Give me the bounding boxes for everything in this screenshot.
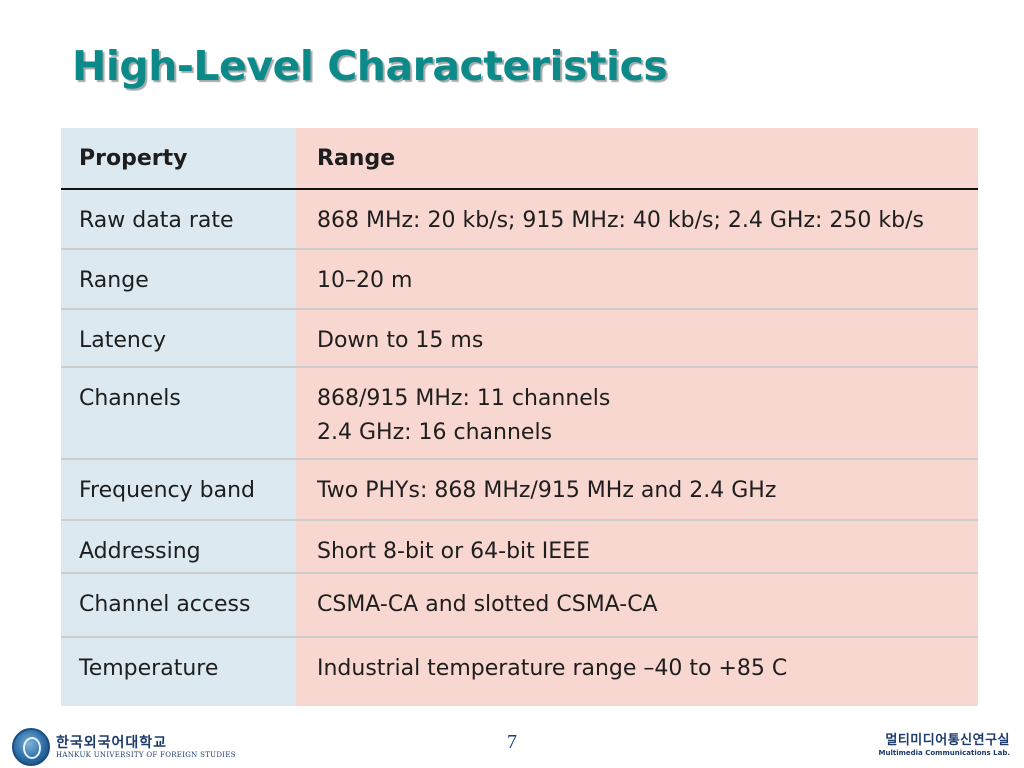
- range-cell: 10–20 m: [296, 249, 978, 310]
- characteristics-table: Property Range Raw data rate 868 MHz: 20 …: [61, 128, 978, 703]
- property-cell: Addressing: [61, 520, 296, 574]
- range-value: CSMA-CA and slotted CSMA-CA: [317, 592, 658, 617]
- range-value: Industrial temperature range –40 to +85 …: [317, 656, 788, 681]
- property-label: Temperature: [79, 656, 219, 681]
- university-logo: 한국외국어대학교 HANKUK UNIVERSITY OF FOREIGN ST…: [12, 728, 236, 766]
- range-value: Short 8-bit or 64-bit IEEE: [317, 539, 590, 564]
- range-value: 868/915 MHz: 11 channels: [317, 386, 611, 411]
- range-cell: Industrial temperature range –40 to +85 …: [296, 637, 978, 703]
- table-body: Raw data rate 868 MHz: 20 kb/s; 915 MHz: …: [61, 189, 978, 703]
- page-number: 7: [507, 731, 517, 753]
- property-cell: Channel access: [61, 573, 296, 638]
- range-value: Two PHYs: 868 MHz/915 MHz and 2.4 GHz: [317, 478, 777, 503]
- range-value: 868 MHz: 20 kb/s; 915 MHz: 40 kb/s; 2.4 …: [317, 208, 924, 233]
- property-cell: Channels: [61, 367, 296, 460]
- range-value: Down to 15 ms: [317, 328, 484, 353]
- university-name-en: HANKUK UNIVERSITY OF FOREIGN STUDIES: [56, 750, 236, 759]
- property-label: Frequency band: [79, 478, 255, 503]
- property-label: Channel access: [79, 592, 251, 617]
- table-row: Channels 868/915 MHz: 11 channels 2.4 GHz:…: [61, 367, 978, 460]
- range-value: 2.4 GHz: 16 channels: [317, 420, 553, 445]
- table-row: Range 10–20 m: [61, 249, 978, 310]
- property-cell: Raw data rate: [61, 189, 296, 250]
- column-header-range: Range: [296, 128, 978, 190]
- column-header-range-label: Range: [317, 145, 396, 171]
- table-header-row: Property Range: [61, 128, 978, 190]
- range-cell: 868/915 MHz: 11 channels 2.4 GHz: 16 chan…: [296, 367, 978, 460]
- table-row: Temperature Industrial temperature range …: [61, 637, 978, 703]
- property-label: Addressing: [79, 539, 201, 564]
- property-cell: Latency: [61, 309, 296, 368]
- table-row: Addressing Short 8-bit or 64-bit IEEE: [61, 520, 978, 574]
- range-cell: Down to 15 ms: [296, 309, 978, 368]
- table-row: Latency Down to 15 ms: [61, 309, 978, 368]
- range-value: 10–20 m: [317, 268, 413, 293]
- table-row: Raw data rate 868 MHz: 20 kb/s; 915 MHz: …: [61, 189, 978, 250]
- lab-name-ko: 멀티미디어통신연구실: [885, 733, 1010, 748]
- characteristics-table-container: Property Range Raw data rate 868 MHz: 20 …: [61, 128, 978, 706]
- property-label: Channels: [79, 386, 181, 411]
- property-cell: Range: [61, 249, 296, 310]
- slide-title: High-Level Characteristics: [72, 42, 668, 90]
- property-label: Raw data rate: [79, 208, 234, 233]
- property-label: Latency: [79, 328, 166, 353]
- column-header-property: Property: [61, 128, 296, 190]
- range-cell: CSMA-CA and slotted CSMA-CA: [296, 573, 978, 638]
- table-row: Channel access CSMA-CA and slotted CSMA-C…: [61, 573, 978, 638]
- table-row: Frequency band Two PHYs: 868 MHz/915 MHz …: [61, 459, 978, 521]
- university-name-ko: 한국외국어대학교: [56, 734, 168, 751]
- column-header-property-label: Property: [79, 145, 188, 171]
- range-cell: 868 MHz: 20 kb/s; 915 MHz: 40 kb/s; 2.4 …: [296, 189, 978, 250]
- property-label: Range: [79, 268, 149, 293]
- range-cell: Short 8-bit or 64-bit IEEE: [296, 520, 978, 574]
- university-name: 한국외국어대학교 HANKUK UNIVERSITY OF FOREIGN ST…: [56, 735, 236, 760]
- lab-name-en: Multimedia Communications Lab.: [878, 749, 1010, 757]
- property-cell: Temperature: [61, 637, 296, 703]
- lab-logo: 멀티미디어통신연구실 Multimedia Communications Lab…: [879, 733, 1010, 758]
- range-cell: Two PHYs: 868 MHz/915 MHz and 2.4 GHz: [296, 459, 978, 521]
- university-seal-icon: [12, 728, 50, 766]
- property-cell: Frequency band: [61, 459, 296, 521]
